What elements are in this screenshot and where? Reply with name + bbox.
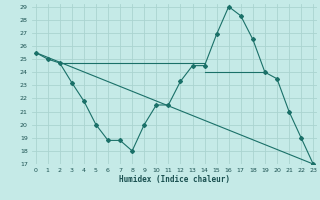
X-axis label: Humidex (Indice chaleur): Humidex (Indice chaleur) bbox=[119, 175, 230, 184]
